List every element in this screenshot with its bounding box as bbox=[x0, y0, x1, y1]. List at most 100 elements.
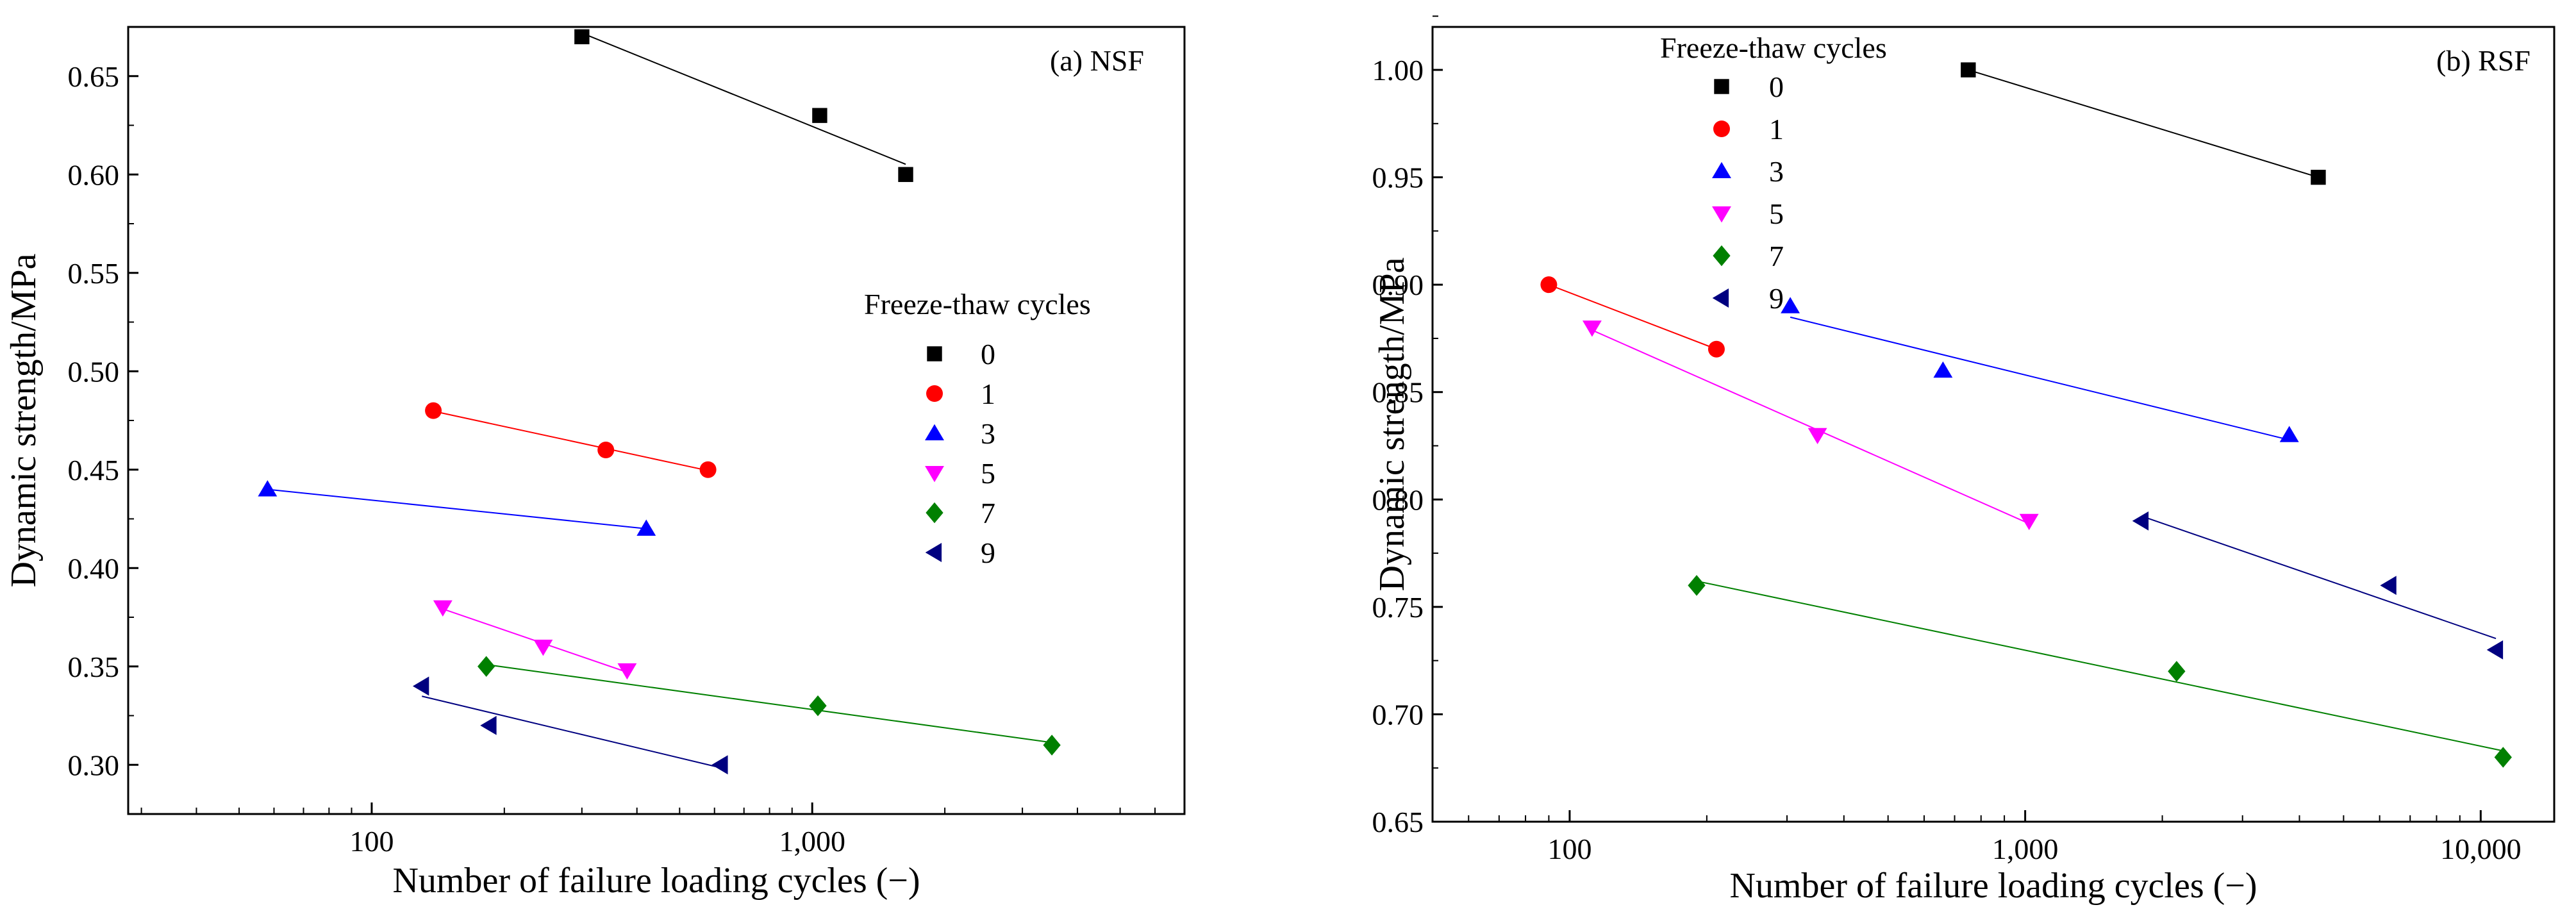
legend-label: 1 bbox=[981, 378, 995, 410]
fit-line-series-1 bbox=[1549, 284, 1717, 350]
data-point-series-7 bbox=[809, 695, 827, 717]
fit-line-series-9 bbox=[2141, 515, 2497, 640]
legend-label: 9 bbox=[1769, 282, 1784, 315]
data-point-series-1 bbox=[1708, 340, 1725, 358]
legend-label: 3 bbox=[981, 417, 995, 450]
y-tick-label: 0.40 bbox=[68, 552, 120, 585]
data-point-series-5 bbox=[617, 663, 637, 680]
x-tick-label: 100 bbox=[349, 825, 394, 858]
legend-label: 5 bbox=[981, 457, 995, 490]
y-tick-label: 0.45 bbox=[68, 454, 120, 486]
fit-line-series-7 bbox=[486, 663, 1052, 744]
fit-line-series-9 bbox=[422, 695, 721, 769]
y-tick-label: 0.65 bbox=[1372, 806, 1424, 838]
fit-line-series-5 bbox=[1591, 329, 2030, 524]
data-point-series-1 bbox=[699, 461, 717, 478]
fit-line-series-3 bbox=[267, 488, 647, 529]
data-point-series-9 bbox=[2486, 640, 2504, 660]
x-axis-title: Number of failure loading cycles (−) bbox=[1729, 866, 2257, 906]
y-tick-label: 0.35 bbox=[68, 651, 120, 683]
legend-title: Freeze-thaw cycles bbox=[1660, 31, 1887, 64]
data-point-series-0 bbox=[812, 108, 827, 123]
legend-marker-0 bbox=[1714, 79, 1729, 94]
y-tick-label: 0.75 bbox=[1372, 591, 1424, 624]
data-point-series-0 bbox=[574, 29, 590, 45]
y-tick-label: 0.85 bbox=[1372, 376, 1424, 409]
y-tick-label: 0.95 bbox=[1372, 162, 1424, 194]
data-point-series-9 bbox=[480, 715, 497, 735]
data-point-series-7 bbox=[478, 656, 495, 677]
data-point-series-5 bbox=[1582, 320, 1602, 337]
plot-frame bbox=[1431, 26, 2555, 823]
data-point-series-0 bbox=[1961, 62, 1976, 78]
x-tick-label: 10,000 bbox=[2440, 833, 2522, 865]
legend-marker-7 bbox=[1713, 245, 1731, 267]
legend-marker-3 bbox=[1712, 162, 1731, 179]
y-tick-label: 0.80 bbox=[1372, 483, 1424, 516]
legend-label: 5 bbox=[1769, 197, 1784, 230]
data-point-series-7 bbox=[1688, 575, 1706, 596]
legend-marker-5 bbox=[925, 465, 944, 483]
legend-label: 3 bbox=[1769, 155, 1784, 188]
data-point-series-3 bbox=[2279, 426, 2299, 442]
plot-frame bbox=[127, 26, 1186, 815]
data-point-series-1 bbox=[597, 442, 615, 459]
data-point-series-5 bbox=[433, 600, 453, 617]
data-point-series-7 bbox=[2168, 661, 2186, 682]
data-point-series-7 bbox=[1043, 735, 1061, 756]
y-tick-label: 1.00 bbox=[1372, 54, 1424, 87]
data-point-series-3 bbox=[258, 480, 278, 497]
data-point-series-1 bbox=[1540, 276, 1558, 294]
y-tick-label: 0.65 bbox=[68, 60, 120, 93]
data-point-series-9 bbox=[412, 676, 429, 696]
data-point-series-1 bbox=[425, 402, 442, 419]
legend-marker-9 bbox=[1712, 288, 1729, 308]
legend-label: 7 bbox=[981, 497, 995, 529]
fit-line-series-3 bbox=[1790, 316, 2289, 441]
x-axis-title: Number of failure loading cycles (−) bbox=[392, 861, 920, 901]
legend-title: Freeze-thaw cycles bbox=[864, 288, 1091, 320]
panel-label: (b) RSF bbox=[2436, 44, 2530, 77]
x-tick-label: 100 bbox=[1547, 833, 1591, 865]
panel-nsf: 0.30 0.35 0.40 0.45 0.50 0.55 0.60 0.65 100 1,000… bbox=[4, 26, 1186, 901]
legend-label: 0 bbox=[1769, 71, 1784, 103]
legend-label: 0 bbox=[981, 338, 995, 370]
legend-label: 9 bbox=[981, 536, 995, 569]
x-tick-label: 1,000 bbox=[1992, 833, 2059, 865]
fit-line-series-0 bbox=[1968, 69, 2319, 178]
y-axis-title: Dynamic strength/MPa bbox=[4, 253, 44, 587]
data-point-series-0 bbox=[898, 167, 913, 182]
legend-marker-7 bbox=[926, 502, 943, 524]
y-tick-label: 0.30 bbox=[68, 749, 120, 781]
data-point-series-7 bbox=[2494, 747, 2512, 768]
legend-marker-1 bbox=[1713, 120, 1730, 137]
data-point-series-3 bbox=[636, 519, 656, 536]
legend-marker-3 bbox=[925, 424, 944, 441]
data-point-series-5 bbox=[533, 640, 553, 656]
legend-marker-5 bbox=[1712, 206, 1731, 223]
fit-line-series-1 bbox=[433, 410, 708, 472]
fit-line-series-0 bbox=[581, 32, 906, 165]
y-tick-label: 0.70 bbox=[1372, 698, 1424, 731]
legend-label: 7 bbox=[1769, 240, 1784, 272]
legend-label: 1 bbox=[1769, 113, 1784, 145]
legend-marker-0 bbox=[927, 346, 942, 361]
data-point-series-5 bbox=[1807, 428, 1827, 445]
data-point-series-3 bbox=[1933, 361, 1953, 378]
data-point-series-0 bbox=[2311, 169, 2326, 185]
fit-line-series-7 bbox=[1696, 580, 2504, 752]
data-point-series-5 bbox=[2019, 513, 2039, 531]
x-tick-label: 1,000 bbox=[779, 825, 845, 858]
y-axis-title: Dynamic strength/MPa bbox=[1372, 257, 1412, 591]
data-point-series-9 bbox=[2132, 511, 2149, 531]
legend-marker-9 bbox=[925, 543, 942, 562]
panel-label: (a) NSF bbox=[1050, 44, 1144, 77]
legend-marker-1 bbox=[926, 385, 943, 402]
y-tick-label: 0.90 bbox=[1372, 269, 1424, 301]
panel-rsf: 0.65 0.70 0.75 0.80 0.85 0.90 0.95 1.00 100 1,000… bbox=[1372, 15, 2555, 906]
data-point-series-9 bbox=[2380, 576, 2397, 595]
y-tick-label: 0.60 bbox=[68, 158, 120, 191]
y-tick-label: 0.50 bbox=[68, 355, 120, 388]
data-point-series-9 bbox=[711, 755, 728, 775]
